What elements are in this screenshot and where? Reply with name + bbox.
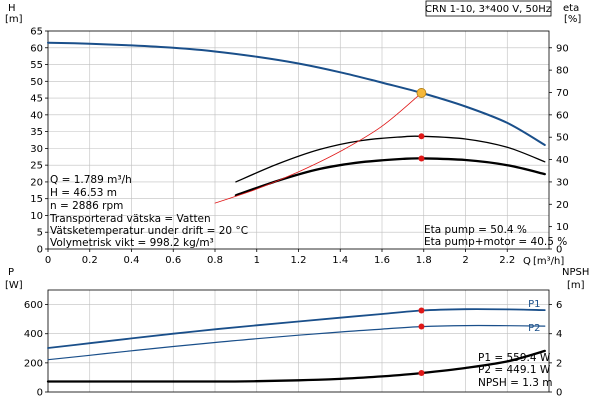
info-liquid: Transporterad vätska = Vatten (49, 213, 211, 225)
head_efficiency-x-tick-label-6: 1.2 (291, 255, 307, 266)
info-speed: n = 2886 rpm (50, 200, 123, 212)
head_efficiency-left-tick-label-10: 50 (30, 77, 43, 88)
npsh-axis-title: NPSH (562, 267, 589, 278)
info-head: H = 46.53 m (50, 187, 117, 199)
head_efficiency-x-tick-label-3: 0.6 (165, 255, 181, 266)
head_efficiency-right-tick-label-5: 50 (556, 133, 569, 144)
power-axis-title: P (8, 267, 14, 278)
head_efficiency-x-tick-label-11: 2.2 (499, 255, 515, 266)
power_npsh-series-label-p2: P2 (528, 323, 540, 334)
flow-axis-title: Q (523, 256, 531, 267)
head_efficiency-right-tick-label-1: 10 (556, 222, 569, 233)
npsh-axis-unit: [m] (567, 280, 585, 291)
head_efficiency-left-tick-label-6: 30 (30, 144, 43, 155)
model-label-box (425, 0, 552, 17)
head-axis-title: H (8, 3, 16, 14)
head_efficiency-x-tick-label-2: 0.4 (124, 255, 140, 266)
head_efficiency-left-tick-label-0: 0 (37, 245, 43, 256)
head_efficiency-right-tick-label-0: 0 (556, 245, 562, 256)
power_npsh-series-npsh (46, 349, 546, 383)
power_npsh-plot-frame (47, 289, 550, 393)
head_efficiency-series-eta-pump-motor (234, 157, 546, 197)
head_efficiency-right-tick-label-9: 90 (556, 43, 569, 54)
head_efficiency-left-tick-label-11: 55 (30, 60, 43, 71)
head_efficiency-left-tick-label-5: 25 (30, 161, 43, 172)
power_npsh-right-tick-label-1: 2 (556, 358, 562, 369)
power_npsh-point-marker-1 (418, 323, 425, 330)
info-p2: P2 = 449.1 W (478, 364, 551, 376)
head_efficiency-left-tick-label-1: 5 (37, 228, 43, 239)
power_npsh-series-p1 (47, 308, 546, 349)
model-label: CRN 1-10, 3*400 V, 50Hz (425, 4, 551, 15)
head-axis-unit: [m] (5, 14, 23, 25)
head_efficiency-right-tick-label-4: 40 (556, 155, 569, 166)
head_efficiency-right-tick-label-3: 30 (556, 177, 569, 188)
head_efficiency-left-tick-label-9: 45 (30, 94, 43, 105)
power_npsh-right-tick-label-0: 0 (556, 388, 562, 399)
power_npsh-point-marker-0 (418, 307, 425, 314)
info-density: Volymetrisk vikt = 998.2 kg/m³ (50, 237, 214, 249)
head_efficiency-operating-point-marker (416, 88, 427, 98)
head_efficiency-x-tick-label-1: 0.2 (82, 255, 98, 266)
head_efficiency-x-tick-label-10: 2 (462, 255, 468, 266)
head_efficiency-x-tick-label-4: 0.8 (207, 255, 223, 266)
power_npsh-left-tick-label-1: 200 (24, 358, 43, 369)
info-flow: Q = 1.789 m³/h (50, 174, 132, 186)
power_npsh-series-p2 (47, 324, 546, 361)
info-eta-pump: Eta pump = 50.4 % (424, 224, 527, 236)
head_efficiency-x-tick-label-9: 1.8 (416, 255, 432, 266)
head_efficiency-left-tick-label-13: 65 (30, 27, 43, 38)
eta-axis-unit: [%] (564, 14, 581, 25)
info-p1: P1 = 559.4 W (478, 352, 551, 364)
power_npsh-right-tick-label-3: 6 (556, 300, 562, 311)
power_npsh-left-tick-label-3: 600 (24, 300, 43, 311)
power_npsh-left-tick-label-0: 0 (37, 388, 43, 399)
head_efficiency-left-tick-label-3: 15 (30, 194, 43, 205)
head_efficiency-series-system (214, 92, 422, 204)
head_efficiency-left-tick-label-12: 60 (30, 43, 43, 54)
eta-axis-title: eta (563, 3, 579, 14)
head_efficiency-left-tick-label-8: 40 (30, 110, 43, 121)
head_efficiency-series-h (47, 41, 546, 146)
head_efficiency-left-tick-label-7: 35 (30, 127, 43, 138)
flow-axis-unit: [m³/h] (533, 256, 564, 267)
head_efficiency-x-tick-label-0: 0 (45, 255, 51, 266)
head_efficiency-right-tick-label-2: 20 (556, 200, 569, 211)
head_efficiency-right-tick-label-7: 70 (556, 88, 569, 99)
head_efficiency-x-tick-label-8: 1.6 (374, 255, 390, 266)
head_efficiency-left-tick-label-2: 10 (30, 211, 43, 222)
info-eta-pump-motor: Eta pump+motor = 40.5 % (424, 236, 567, 248)
info-npsh: NPSH = 1.3 m (478, 377, 552, 389)
head_efficiency-point-marker-2 (418, 155, 425, 162)
power_npsh-left-tick-label-2: 400 (24, 329, 43, 340)
info-temperature: Vätsketemperatur under drift = 20 °C (50, 225, 248, 237)
power_npsh-series-label-p1: P1 (528, 299, 540, 310)
head_efficiency-left-tick-label-4: 20 (30, 177, 43, 188)
power_npsh-point-marker-2 (418, 370, 425, 377)
power_npsh-right-tick-label-2: 4 (556, 329, 562, 340)
head_efficiency-x-tick-label-7: 1.4 (332, 255, 348, 266)
head_efficiency-right-tick-label-8: 80 (556, 66, 569, 77)
power-axis-unit: [W] (5, 280, 23, 291)
head_efficiency-right-tick-label-6: 60 (556, 110, 569, 121)
head_efficiency-x-tick-label-5: 1 (254, 255, 260, 266)
head_efficiency-series-eta-pump (235, 135, 546, 183)
head_efficiency-point-marker-1 (418, 133, 425, 140)
